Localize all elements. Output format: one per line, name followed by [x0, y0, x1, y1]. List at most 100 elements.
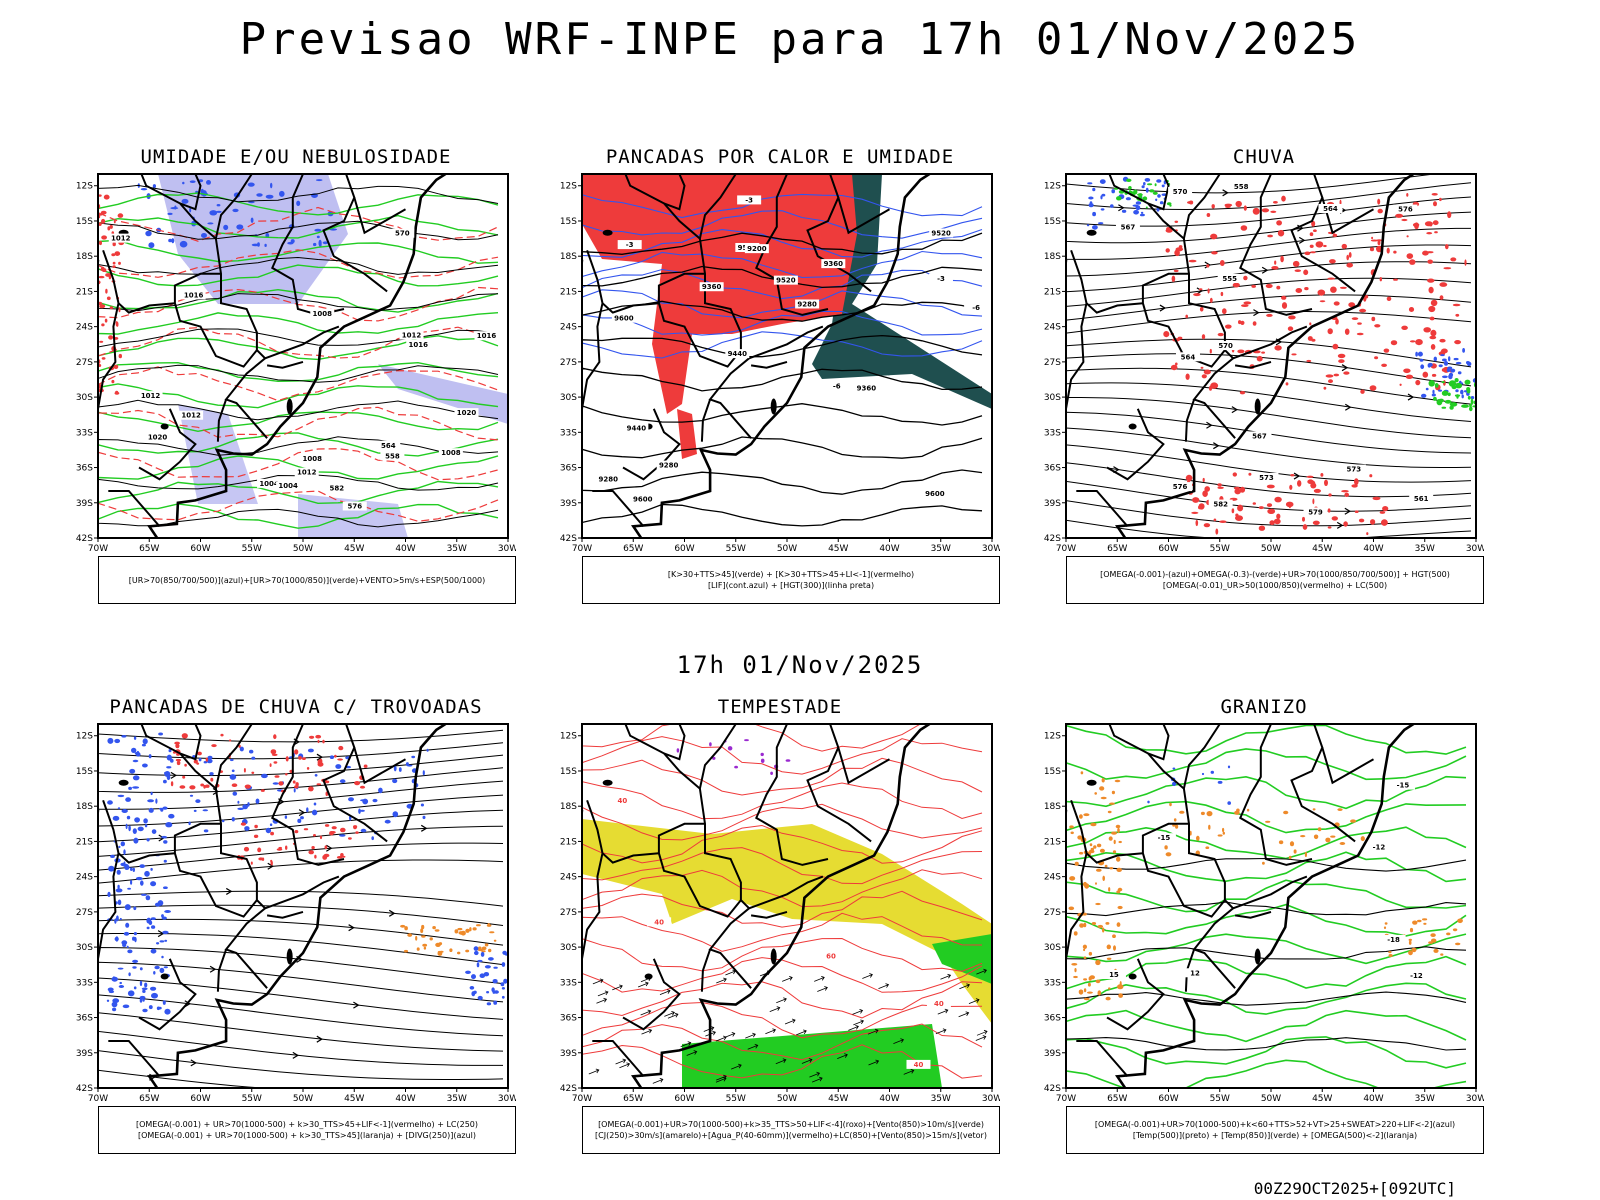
omega500-orange-dot — [1083, 997, 1090, 1001]
omega500-orange-dot — [1095, 959, 1101, 966]
divergence-blue-dot — [159, 940, 165, 943]
lon-label: 50W — [293, 544, 313, 554]
contour-label: 576 — [1398, 206, 1413, 214]
divergence-blue-dot — [125, 797, 131, 802]
temp850-green-contour — [1066, 775, 1467, 810]
wind-vector — [588, 1068, 600, 1075]
streamline-arrow — [170, 771, 178, 779]
thunder-orange-dot — [472, 927, 477, 931]
rain-red-shade — [1243, 205, 1247, 211]
contour-label-bg — [611, 313, 636, 323]
contour-label: 558 — [1234, 183, 1249, 191]
lif-blue-contour — [582, 193, 983, 219]
lat-label: 36S — [1044, 1014, 1061, 1024]
divergence-blue-dot — [147, 799, 154, 803]
divergence-blue-dot — [503, 978, 508, 984]
lat-label: 12S — [76, 182, 93, 192]
thunder-red-dot — [292, 780, 296, 784]
streamline — [98, 780, 504, 810]
red-shade-dot — [98, 213, 103, 216]
divergence-blue-dot — [272, 782, 279, 785]
lif-blue-contour — [582, 268, 983, 300]
omega500-orange-dot — [1087, 982, 1091, 987]
streamline-red — [582, 1023, 983, 1061]
divergence-blue-dot — [142, 1008, 148, 1013]
humidity-blue-dot — [182, 181, 185, 185]
lon-label: 60W — [674, 544, 694, 554]
red-shade-dot — [98, 301, 103, 305]
lon-label: 50W — [1261, 544, 1281, 554]
omega-blue-shade — [1140, 211, 1144, 214]
rain-red-shade — [1415, 379, 1421, 386]
thunder-red-dot — [278, 846, 282, 850]
contour-label: 40 — [618, 797, 628, 805]
thunder-orange-dot — [465, 949, 470, 953]
divergence-blue-dot — [501, 962, 506, 967]
contour-label-bg — [1217, 273, 1242, 283]
rain-red-shade — [1217, 486, 1224, 489]
rain-red-shade — [1366, 532, 1369, 536]
contour-label: 579 — [1308, 508, 1323, 516]
lat-label: 36S — [76, 1014, 93, 1024]
rain-red-shade — [1281, 302, 1288, 309]
thunder-orange-dot — [420, 928, 424, 933]
thunder-red-dot — [273, 761, 278, 764]
rain-red-shade — [1351, 317, 1359, 320]
omega500-orange-dot — [1113, 839, 1116, 845]
lat-label: 21S — [76, 287, 93, 297]
divergence-blue-dot — [114, 738, 121, 744]
thunder-red-dot — [322, 739, 325, 744]
humidity-blue-dot — [179, 240, 188, 248]
thunder-orange-dot — [407, 933, 413, 937]
lon-label: 55W — [726, 1094, 746, 1104]
thunder-orange-dot — [481, 950, 486, 953]
country-border — [173, 822, 258, 918]
divergence-blue-dot — [128, 786, 132, 790]
divergence-blue-dot — [168, 813, 175, 819]
rain-red-shade — [1200, 366, 1204, 369]
contour-label-bg — [1303, 507, 1328, 517]
wind-vector — [637, 981, 649, 988]
divergence-blue-dot — [189, 794, 194, 797]
rain-red-shade — [1274, 345, 1282, 351]
lon-label: 70W — [572, 544, 592, 554]
contour-label-bg — [1341, 464, 1366, 474]
lat-label: 15S — [1044, 767, 1061, 777]
streamline — [98, 1012, 504, 1052]
country-border — [108, 724, 268, 989]
lat-label: 36S — [76, 464, 93, 474]
omega-green-shade — [1451, 385, 1457, 390]
lon-label: 65W — [623, 544, 643, 554]
contour-label-bg — [1381, 934, 1406, 944]
lat-label: 24S — [76, 873, 93, 883]
omega500-orange-dot — [1288, 855, 1292, 860]
rain-red-shade — [1377, 240, 1381, 246]
streamline-arrow — [420, 824, 428, 832]
country-border — [1106, 958, 1165, 1031]
rain-red-shade — [1454, 340, 1461, 345]
rain-red-shade — [1238, 320, 1242, 325]
omega500-orange-dot — [1217, 834, 1223, 837]
thunder-orange-dot — [476, 924, 481, 927]
red-shade-dot — [98, 275, 105, 279]
storm-purple-dot — [676, 748, 680, 753]
divergence-blue-dot — [371, 836, 375, 841]
contour-label: 9280 — [599, 476, 619, 484]
country-border — [755, 724, 829, 866]
temp500-black-contour — [1066, 1037, 1467, 1051]
rain-red-shade — [1409, 340, 1416, 343]
fields: 1004100810081012101610201012101210121016… — [98, 174, 508, 538]
thunder-red-dot — [260, 789, 265, 792]
humidity-blue-dot — [145, 230, 152, 237]
omega500-orange-dot — [1278, 840, 1284, 845]
divergence-blue-dot — [115, 888, 123, 893]
rain-red-shade — [1323, 244, 1327, 248]
rain-red-shade — [1191, 511, 1199, 514]
rain-red-shade — [1427, 278, 1435, 283]
rain-red-shade — [1346, 254, 1349, 261]
omega500-orange-dot — [1079, 814, 1083, 819]
atlantic-coastline — [630, 724, 932, 1088]
humidity-blue-dot — [257, 242, 260, 247]
lat-label: 24S — [560, 323, 577, 333]
humidity-shade-blue — [298, 494, 408, 538]
